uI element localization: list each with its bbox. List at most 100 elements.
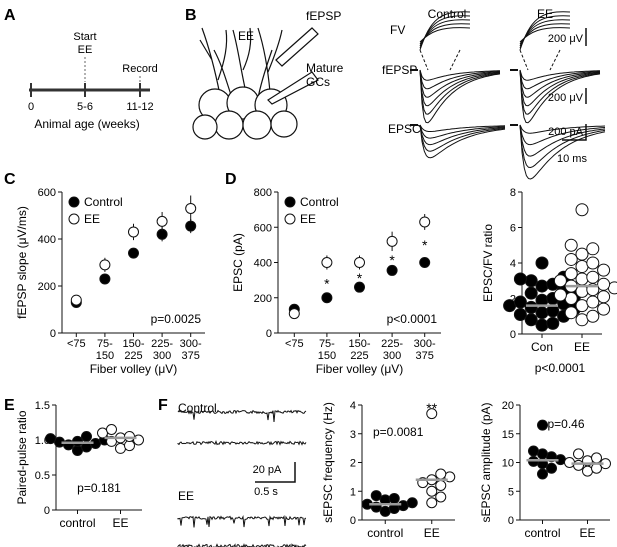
data-point-control bbox=[370, 490, 382, 502]
fepsp-trace bbox=[419, 69, 501, 98]
x-tick-label: 150- bbox=[348, 338, 370, 350]
p-value: p=0.181 bbox=[77, 481, 121, 495]
epsc-trace-ee bbox=[519, 124, 606, 157]
timeline-label-start: 5-6 bbox=[77, 101, 93, 113]
legend-marker bbox=[284, 196, 296, 208]
panel-letter-c: C bbox=[4, 171, 16, 188]
data-point-ee bbox=[586, 309, 600, 323]
y-tick-label: 8 bbox=[510, 187, 516, 199]
y-tick-label: 0 bbox=[50, 328, 56, 340]
y-tick-label: 5 bbox=[508, 486, 514, 498]
y-tick-label: 1 bbox=[350, 486, 356, 498]
y-tick-label: 0 bbox=[508, 515, 514, 527]
data-point-ee bbox=[564, 238, 578, 252]
data-point-ee bbox=[426, 408, 438, 420]
y-tick-label: 800 bbox=[254, 187, 272, 199]
x-tick-label: 150 bbox=[96, 350, 114, 362]
data-point-con bbox=[524, 300, 538, 314]
x-tick-label: 225 bbox=[350, 350, 368, 362]
panel-b: B EE fEPSP Mature GCs Control EE FV fEPS… bbox=[185, 7, 606, 180]
fepsp-trace bbox=[419, 69, 501, 115]
data-point-ee bbox=[128, 226, 139, 238]
y-axis-label: EPSC/FV ratio bbox=[481, 224, 495, 302]
fepsp-trace bbox=[419, 69, 501, 90]
data-point-ee bbox=[419, 216, 431, 228]
data-point-ee bbox=[124, 431, 135, 442]
fv-trace bbox=[519, 23, 571, 45]
data-point-control bbox=[81, 431, 92, 442]
legend-marker bbox=[68, 213, 80, 225]
legend-marker bbox=[68, 196, 80, 208]
data-point-control bbox=[406, 497, 418, 509]
mature-label-2: GCs bbox=[306, 75, 330, 89]
fv-traces bbox=[419, 11, 571, 71]
data-point-ee bbox=[575, 299, 589, 313]
x-tick-label: <75 bbox=[285, 338, 304, 350]
data-point-con bbox=[513, 307, 527, 321]
trace-col-ee: EE bbox=[537, 7, 553, 21]
data-point-ee bbox=[564, 267, 578, 281]
significance-marker: ** bbox=[426, 400, 437, 416]
significance-marker: * bbox=[324, 275, 330, 291]
y-axis-label: sEPSC amplitude (pA) bbox=[479, 402, 493, 522]
sepsc-trace-control bbox=[177, 409, 307, 422]
start-label-1: Start bbox=[73, 31, 96, 43]
data-point-control bbox=[388, 492, 400, 504]
sepsc-scale-time: 0.5 s bbox=[254, 486, 278, 498]
data-point-ee bbox=[106, 424, 117, 435]
data-point-ee bbox=[586, 242, 600, 256]
x-tick-label: <75 bbox=[67, 338, 86, 350]
data-point-ee bbox=[575, 260, 589, 274]
timeline-label-0: 0 bbox=[28, 101, 34, 113]
data-point-ee bbox=[354, 257, 365, 268]
epsc-trace-ee bbox=[519, 124, 606, 180]
sepsc-trace-control bbox=[177, 440, 307, 446]
data-point-con bbox=[535, 306, 549, 320]
data-point-con bbox=[524, 274, 538, 288]
legend-label: EE bbox=[300, 212, 316, 226]
data-point-ee bbox=[70, 294, 82, 306]
fepsp-trace bbox=[419, 69, 501, 107]
epsc-trace-ee bbox=[519, 124, 606, 146]
legend-marker bbox=[284, 213, 296, 225]
x-tick-label: EE bbox=[574, 340, 590, 354]
fepsp-traces bbox=[410, 69, 601, 124]
data-point-ee bbox=[564, 306, 578, 320]
y-tick-label: 600 bbox=[254, 222, 272, 234]
scale-label-fv: 200 μV bbox=[548, 33, 584, 45]
significance-marker: * bbox=[422, 237, 428, 253]
x-tick-label: 150 bbox=[318, 350, 336, 362]
patch-electrode bbox=[267, 71, 319, 105]
p-value: p<0.0001 bbox=[535, 361, 586, 375]
epsc-trace-control bbox=[419, 124, 506, 146]
epsc-trace-control bbox=[419, 124, 506, 159]
data-point-ee bbox=[288, 308, 300, 320]
data-point-con bbox=[535, 279, 549, 293]
p-value: p=0.0081 bbox=[373, 425, 424, 439]
data-point-control bbox=[379, 505, 391, 517]
y-tick-label: 4 bbox=[350, 400, 356, 412]
significance-marker: * bbox=[389, 252, 395, 268]
data-point-ee bbox=[575, 247, 589, 261]
y-tick-label: 400 bbox=[254, 258, 272, 270]
y-tick-label: 0.5 bbox=[35, 470, 50, 482]
mature-label-1: Mature bbox=[306, 61, 344, 75]
data-point-ee bbox=[586, 256, 600, 270]
x-tick-label: 300- bbox=[414, 338, 436, 350]
data-point-ee bbox=[582, 465, 593, 477]
ee-schematic-label: EE bbox=[238, 29, 254, 43]
y-axis-label: fEPSP slope (μV/ms) bbox=[15, 206, 29, 319]
fv-zoom-line bbox=[519, 49, 529, 71]
data-point-con bbox=[513, 272, 527, 286]
data-point-ee bbox=[156, 215, 168, 227]
x-tick-label: 225- bbox=[151, 338, 173, 350]
y-tick-label: 400 bbox=[38, 234, 56, 246]
sepsc-traces bbox=[177, 409, 307, 547]
y-tick-label: 2 bbox=[510, 294, 516, 306]
p-value: p=0.0025 bbox=[151, 312, 202, 326]
scale-label-epsc: 200 pA bbox=[548, 126, 584, 138]
scale-bar-epsc bbox=[562, 124, 587, 141]
fepsp-trace bbox=[519, 69, 601, 115]
data-point-ee bbox=[575, 272, 589, 286]
